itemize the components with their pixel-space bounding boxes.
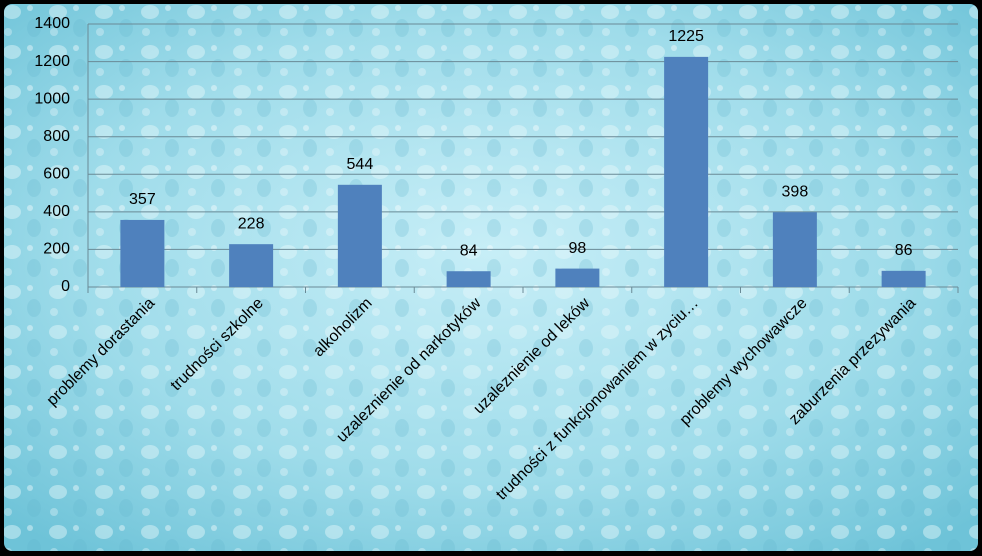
y-tick-label: 1200 xyxy=(34,53,70,70)
y-tick-label: 1000 xyxy=(34,90,70,107)
y-tick-label: 600 xyxy=(43,166,70,183)
data-label: 86 xyxy=(895,242,913,259)
data-label: 357 xyxy=(129,191,156,208)
bar xyxy=(446,271,491,287)
background-texture xyxy=(4,4,978,551)
bar xyxy=(120,219,165,287)
data-label: 1225 xyxy=(668,28,704,45)
y-tick-label: 1400 xyxy=(34,15,70,32)
y-tick-label: 800 xyxy=(43,128,70,145)
bar xyxy=(555,268,600,287)
data-label: 544 xyxy=(347,156,374,173)
y-tick-label: 0 xyxy=(61,278,70,295)
bar xyxy=(664,56,709,287)
data-label: 84 xyxy=(460,242,478,259)
y-tick-label: 400 xyxy=(43,203,70,220)
bar xyxy=(337,184,382,287)
bar xyxy=(772,212,817,287)
data-label: 98 xyxy=(568,240,586,257)
data-label: 398 xyxy=(782,183,809,200)
bar xyxy=(229,244,274,287)
bar xyxy=(881,270,926,287)
y-tick-label: 200 xyxy=(43,241,70,258)
data-label: 228 xyxy=(238,215,265,232)
